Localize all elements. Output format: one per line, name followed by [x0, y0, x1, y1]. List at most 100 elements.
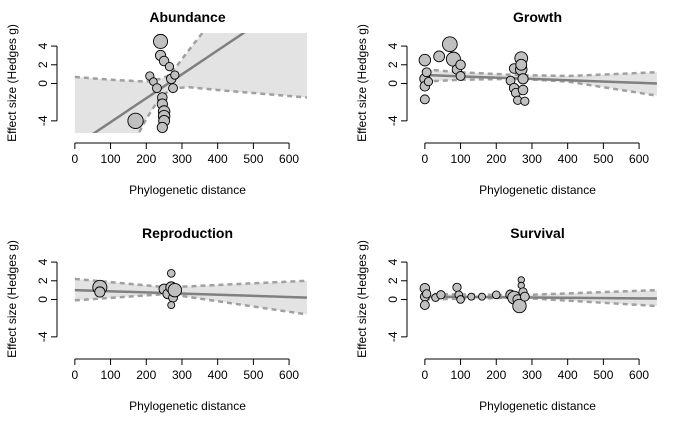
x-tick-label: 0 [422, 152, 429, 166]
y-axis-label: Effect size (Hedges g) [5, 240, 19, 358]
x-tick-label: 0 [72, 152, 79, 166]
plot-area [74, 269, 308, 316]
data-point [456, 295, 465, 304]
x-tick-label: 200 [486, 368, 506, 382]
data-point [452, 282, 462, 292]
data-point [94, 286, 106, 298]
data-point [418, 53, 432, 67]
x-tick-label: 400 [208, 152, 228, 166]
data-point [423, 76, 434, 87]
y-tick-label: 4 [36, 42, 50, 49]
data-point [515, 58, 528, 71]
panel-title: Abundance [149, 9, 225, 25]
data-point [164, 62, 175, 72]
x-axis-label: Phylogenetic distance [479, 183, 596, 197]
panel-title: Reproduction [142, 225, 233, 241]
x-tick-label: 400 [208, 368, 228, 382]
data-point [455, 71, 466, 81]
x-tick-label: 600 [629, 368, 649, 382]
y-tick-label: 2 [36, 61, 50, 68]
ci-upper-line [424, 68, 657, 78]
y-tick-label: -4 [386, 115, 400, 126]
data-point [422, 289, 432, 299]
data-point [520, 96, 530, 106]
x-tick-label: 100 [101, 368, 121, 382]
y-tick-label: 2 [386, 61, 400, 68]
y-tick-label: 4 [386, 258, 400, 265]
y-axis-label: Effect size (Hedges g) [355, 24, 369, 142]
fit-line [92, 33, 246, 133]
x-tick-label: 600 [629, 152, 649, 166]
x-tick-label: 0 [72, 368, 79, 382]
panel-title: Growth [513, 9, 562, 25]
y-tick-label: 2 [36, 277, 50, 284]
panel: Survival Phylogenetic distance Effect size… [355, 225, 658, 413]
y-tick-label: -4 [386, 331, 400, 342]
panel-title: Survival [510, 225, 564, 241]
x-tick-label: 300 [172, 152, 192, 166]
data-point [512, 298, 527, 314]
data-point [167, 301, 176, 310]
x-tick-label: 100 [101, 152, 121, 166]
data-point [491, 290, 501, 300]
data-point [419, 94, 430, 105]
y-tick-label: 0 [386, 80, 400, 87]
x-tick-label: 0 [422, 368, 429, 382]
data-point [433, 50, 446, 63]
y-tick-label: 0 [36, 80, 50, 87]
x-tick-label: 200 [136, 368, 156, 382]
data-point [519, 291, 530, 302]
y-axis-label: Effect size (Hedges g) [5, 24, 19, 142]
ci-lower-line [137, 85, 308, 133]
y-tick-label: 4 [386, 42, 400, 49]
x-tick-label: 500 [593, 368, 613, 382]
data-point [436, 290, 446, 300]
x-tick-label: 500 [593, 152, 613, 166]
data-point [167, 282, 182, 298]
data-point [156, 121, 168, 133]
data-point [153, 33, 169, 49]
plot-area [419, 276, 658, 314]
x-tick-label: 500 [243, 152, 263, 166]
x-axis-label: Phylogenetic distance [479, 399, 596, 413]
x-tick-label: 400 [558, 368, 578, 382]
x-tick-label: 300 [172, 368, 192, 382]
y-tick-label: -4 [36, 115, 50, 126]
confidence-band [74, 33, 307, 133]
data-point [170, 70, 180, 80]
x-axis-label: Phylogenetic distance [129, 399, 246, 413]
y-tick-label: 4 [36, 258, 50, 265]
y-tick-label: -4 [36, 331, 50, 342]
x-tick-label: 600 [279, 152, 299, 166]
panel: Reproduction Phylogenetic distance Effect … [5, 225, 308, 413]
y-tick-label: 0 [386, 296, 400, 303]
data-point [517, 84, 529, 96]
x-tick-label: 100 [451, 368, 471, 382]
x-tick-label: 200 [136, 152, 156, 166]
x-tick-label: 300 [522, 368, 542, 382]
data-point [517, 73, 529, 85]
data-point [455, 59, 466, 71]
x-tick-label: 200 [486, 152, 506, 166]
x-tick-label: 500 [243, 368, 263, 382]
x-tick-label: 300 [522, 152, 542, 166]
panel: Growth Phylogenetic distance Effect size (… [355, 9, 658, 197]
x-tick-label: 400 [558, 152, 578, 166]
data-point [442, 36, 458, 53]
x-axis-label: Phylogenetic distance [129, 183, 246, 197]
data-point [467, 292, 476, 301]
y-tick-label: 0 [36, 296, 50, 303]
x-tick-label: 600 [279, 368, 299, 382]
data-point [421, 67, 432, 78]
data-point [419, 300, 430, 311]
data-point [152, 83, 162, 94]
data-point [168, 83, 178, 94]
plot-area [74, 33, 308, 133]
panel: Abundance Phylogenetic distance Effect siz… [5, 9, 308, 197]
y-axis-label: Effect size (Hedges g) [355, 240, 369, 358]
data-point [166, 269, 176, 278]
y-tick-label: 2 [386, 277, 400, 284]
plot-area [418, 36, 658, 106]
x-tick-label: 100 [451, 152, 471, 166]
